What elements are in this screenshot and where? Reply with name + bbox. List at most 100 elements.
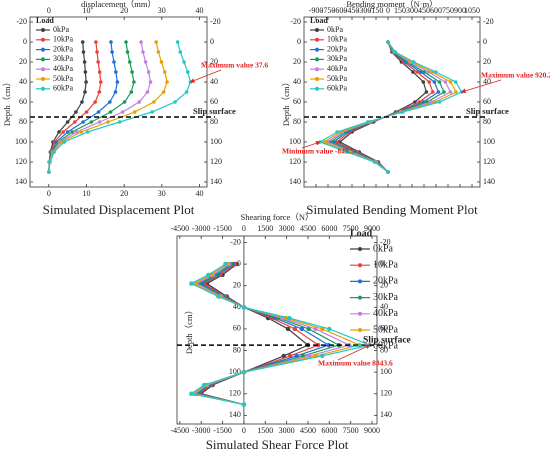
data-point <box>143 60 148 64</box>
data-point <box>137 100 142 104</box>
x-tick-label: 450 <box>418 6 430 15</box>
legend-label: 30kPa <box>53 54 73 63</box>
data-point <box>97 120 102 124</box>
y-tick-label: 140 <box>483 177 495 186</box>
x-tick-label: 150 <box>394 6 406 15</box>
y-tick-label: 100 <box>289 137 301 146</box>
y-tick-label: 40 <box>233 302 241 311</box>
data-point <box>185 70 190 74</box>
x-tick-label: -1500 <box>213 426 232 435</box>
legend-marker <box>358 279 362 284</box>
data-point <box>365 120 370 124</box>
data-point <box>454 90 458 94</box>
data-point <box>89 120 94 124</box>
y-tick-label: 20 <box>483 57 491 66</box>
legend-label: 30kPa <box>327 54 347 63</box>
data-point <box>431 90 435 94</box>
data-point <box>386 170 390 174</box>
data-point <box>306 326 311 332</box>
x-tick-label: 0 <box>242 426 246 435</box>
x-tick-label: -4500 <box>171 224 190 233</box>
legend-label: 40kPa <box>373 308 399 319</box>
y-tick-label: -20 <box>380 237 391 246</box>
data-point <box>120 110 125 114</box>
x-tick-label: 10 <box>82 6 90 15</box>
data-point <box>61 130 65 134</box>
y-tick-label: 120 <box>15 157 27 166</box>
data-point <box>81 50 86 54</box>
legend-marker <box>315 47 319 52</box>
legend-marker <box>358 328 362 332</box>
data-point <box>62 140 67 144</box>
x-tick-label: 1050 <box>464 6 480 15</box>
data-point <box>154 40 158 44</box>
y-tick-label: 80 <box>483 117 491 126</box>
y-tick-label: 120 <box>229 389 241 398</box>
y-tick-label: -20 <box>230 237 241 246</box>
data-point <box>129 90 134 94</box>
y-tick-label: 20 <box>233 281 241 290</box>
y-tick-label: 20 <box>210 57 218 66</box>
y-tick-label: 20 <box>293 57 301 66</box>
data-point <box>216 294 221 299</box>
data-point <box>145 90 150 94</box>
legend-label: 60kPa <box>373 340 399 351</box>
legend-label: 50kPa <box>373 324 399 335</box>
y-tick-label: -20 <box>483 17 494 26</box>
x-axis-label: displacement（mm） <box>81 0 156 9</box>
data-point <box>443 80 448 84</box>
y-tick-label: 120 <box>210 157 222 166</box>
y-tick-label: 80 <box>210 117 218 126</box>
data-point <box>84 80 88 84</box>
y-tick-label: 40 <box>483 77 491 86</box>
data-point <box>97 70 102 74</box>
data-point <box>82 60 87 64</box>
data-point <box>189 391 194 396</box>
legend-label: 10kPa <box>373 259 399 270</box>
y-axis-label: Depth（cm） <box>281 78 291 126</box>
x-tick-label: 9000 <box>364 426 380 435</box>
legend-label: 0kPa <box>53 25 69 34</box>
data-point <box>292 326 298 332</box>
legend-marker <box>315 86 319 91</box>
data-point <box>287 315 292 321</box>
data-point <box>319 353 325 359</box>
data-point <box>437 100 442 104</box>
chart-title: Simulated Displacement Plot <box>43 202 195 217</box>
data-point <box>80 40 85 44</box>
annotation-arrow <box>460 79 502 94</box>
data-point <box>165 80 169 84</box>
legend-label: 60kPa <box>327 84 347 93</box>
data-point <box>442 90 446 94</box>
y-tick-label: 80 <box>293 117 301 126</box>
data-point <box>99 80 103 84</box>
data-point <box>432 80 437 84</box>
y-tick-label: 100 <box>483 137 495 146</box>
legend-marker <box>358 311 362 316</box>
legend-marker <box>358 344 362 349</box>
data-point <box>421 80 426 84</box>
x-tick-label: 1500 <box>257 426 273 435</box>
x-tick-label: 40 <box>195 189 203 198</box>
x-tick-label: 0 <box>47 189 51 198</box>
data-point <box>437 80 442 84</box>
x-tick-label: -150 <box>369 6 384 15</box>
data-point <box>175 40 180 44</box>
legend-label: 20kPa <box>373 276 399 287</box>
y-tick-label: 20 <box>380 281 388 290</box>
x-tick-label: 7500 <box>343 426 359 435</box>
x-tick-label: 6000 <box>321 224 337 233</box>
x-tick-label: -600 <box>333 6 348 15</box>
data-point <box>316 342 321 348</box>
data-point <box>313 326 318 332</box>
y-axis-label: Depth（cm） <box>184 306 194 354</box>
x-tick-label: 7500 <box>343 224 359 233</box>
plot-frame <box>176 235 378 425</box>
data-point <box>117 120 122 124</box>
data-point <box>163 70 167 74</box>
data-point <box>281 353 286 359</box>
legend-label: 0kPa <box>373 243 394 254</box>
y-tick-label: -20 <box>16 17 27 26</box>
data-point <box>326 342 331 348</box>
legend-marker <box>315 37 319 42</box>
